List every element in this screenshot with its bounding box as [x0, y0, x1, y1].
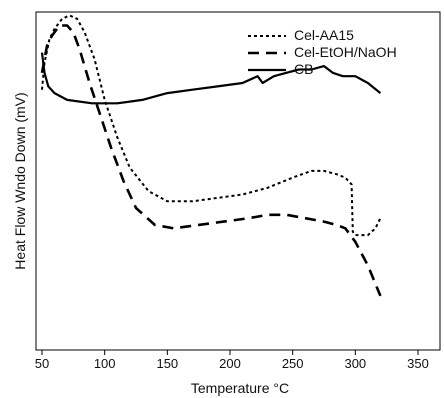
x-tick-label-200: 200: [219, 356, 241, 371]
x-tick-label-300: 300: [344, 356, 366, 371]
x-tick-label-100: 100: [94, 356, 116, 371]
plot-frame: [35, 11, 441, 351]
x-tick-label-50: 50: [35, 356, 49, 371]
legend-label-2: CB: [294, 61, 313, 77]
x-axis: 50 100 150 200 250 300 350: [35, 350, 429, 371]
legend-label-0: Cel-AA15: [294, 27, 354, 43]
series-line-2: [40, 52, 382, 105]
x-tick-label-250: 250: [282, 356, 304, 371]
x-axis-label: Temperature °C: [191, 380, 289, 396]
series-line-0: [41, 14, 382, 237]
y-axis-label: Heat Flow Wndo Down (mV): [12, 92, 28, 269]
x-tick-label-350: 350: [407, 356, 429, 371]
series-line-1: [40, 24, 382, 297]
x-tick-label-150: 150: [156, 356, 178, 371]
legend-label-1: Cel-EtOH/NaOH: [294, 44, 397, 60]
series-layer: [40, 14, 382, 297]
